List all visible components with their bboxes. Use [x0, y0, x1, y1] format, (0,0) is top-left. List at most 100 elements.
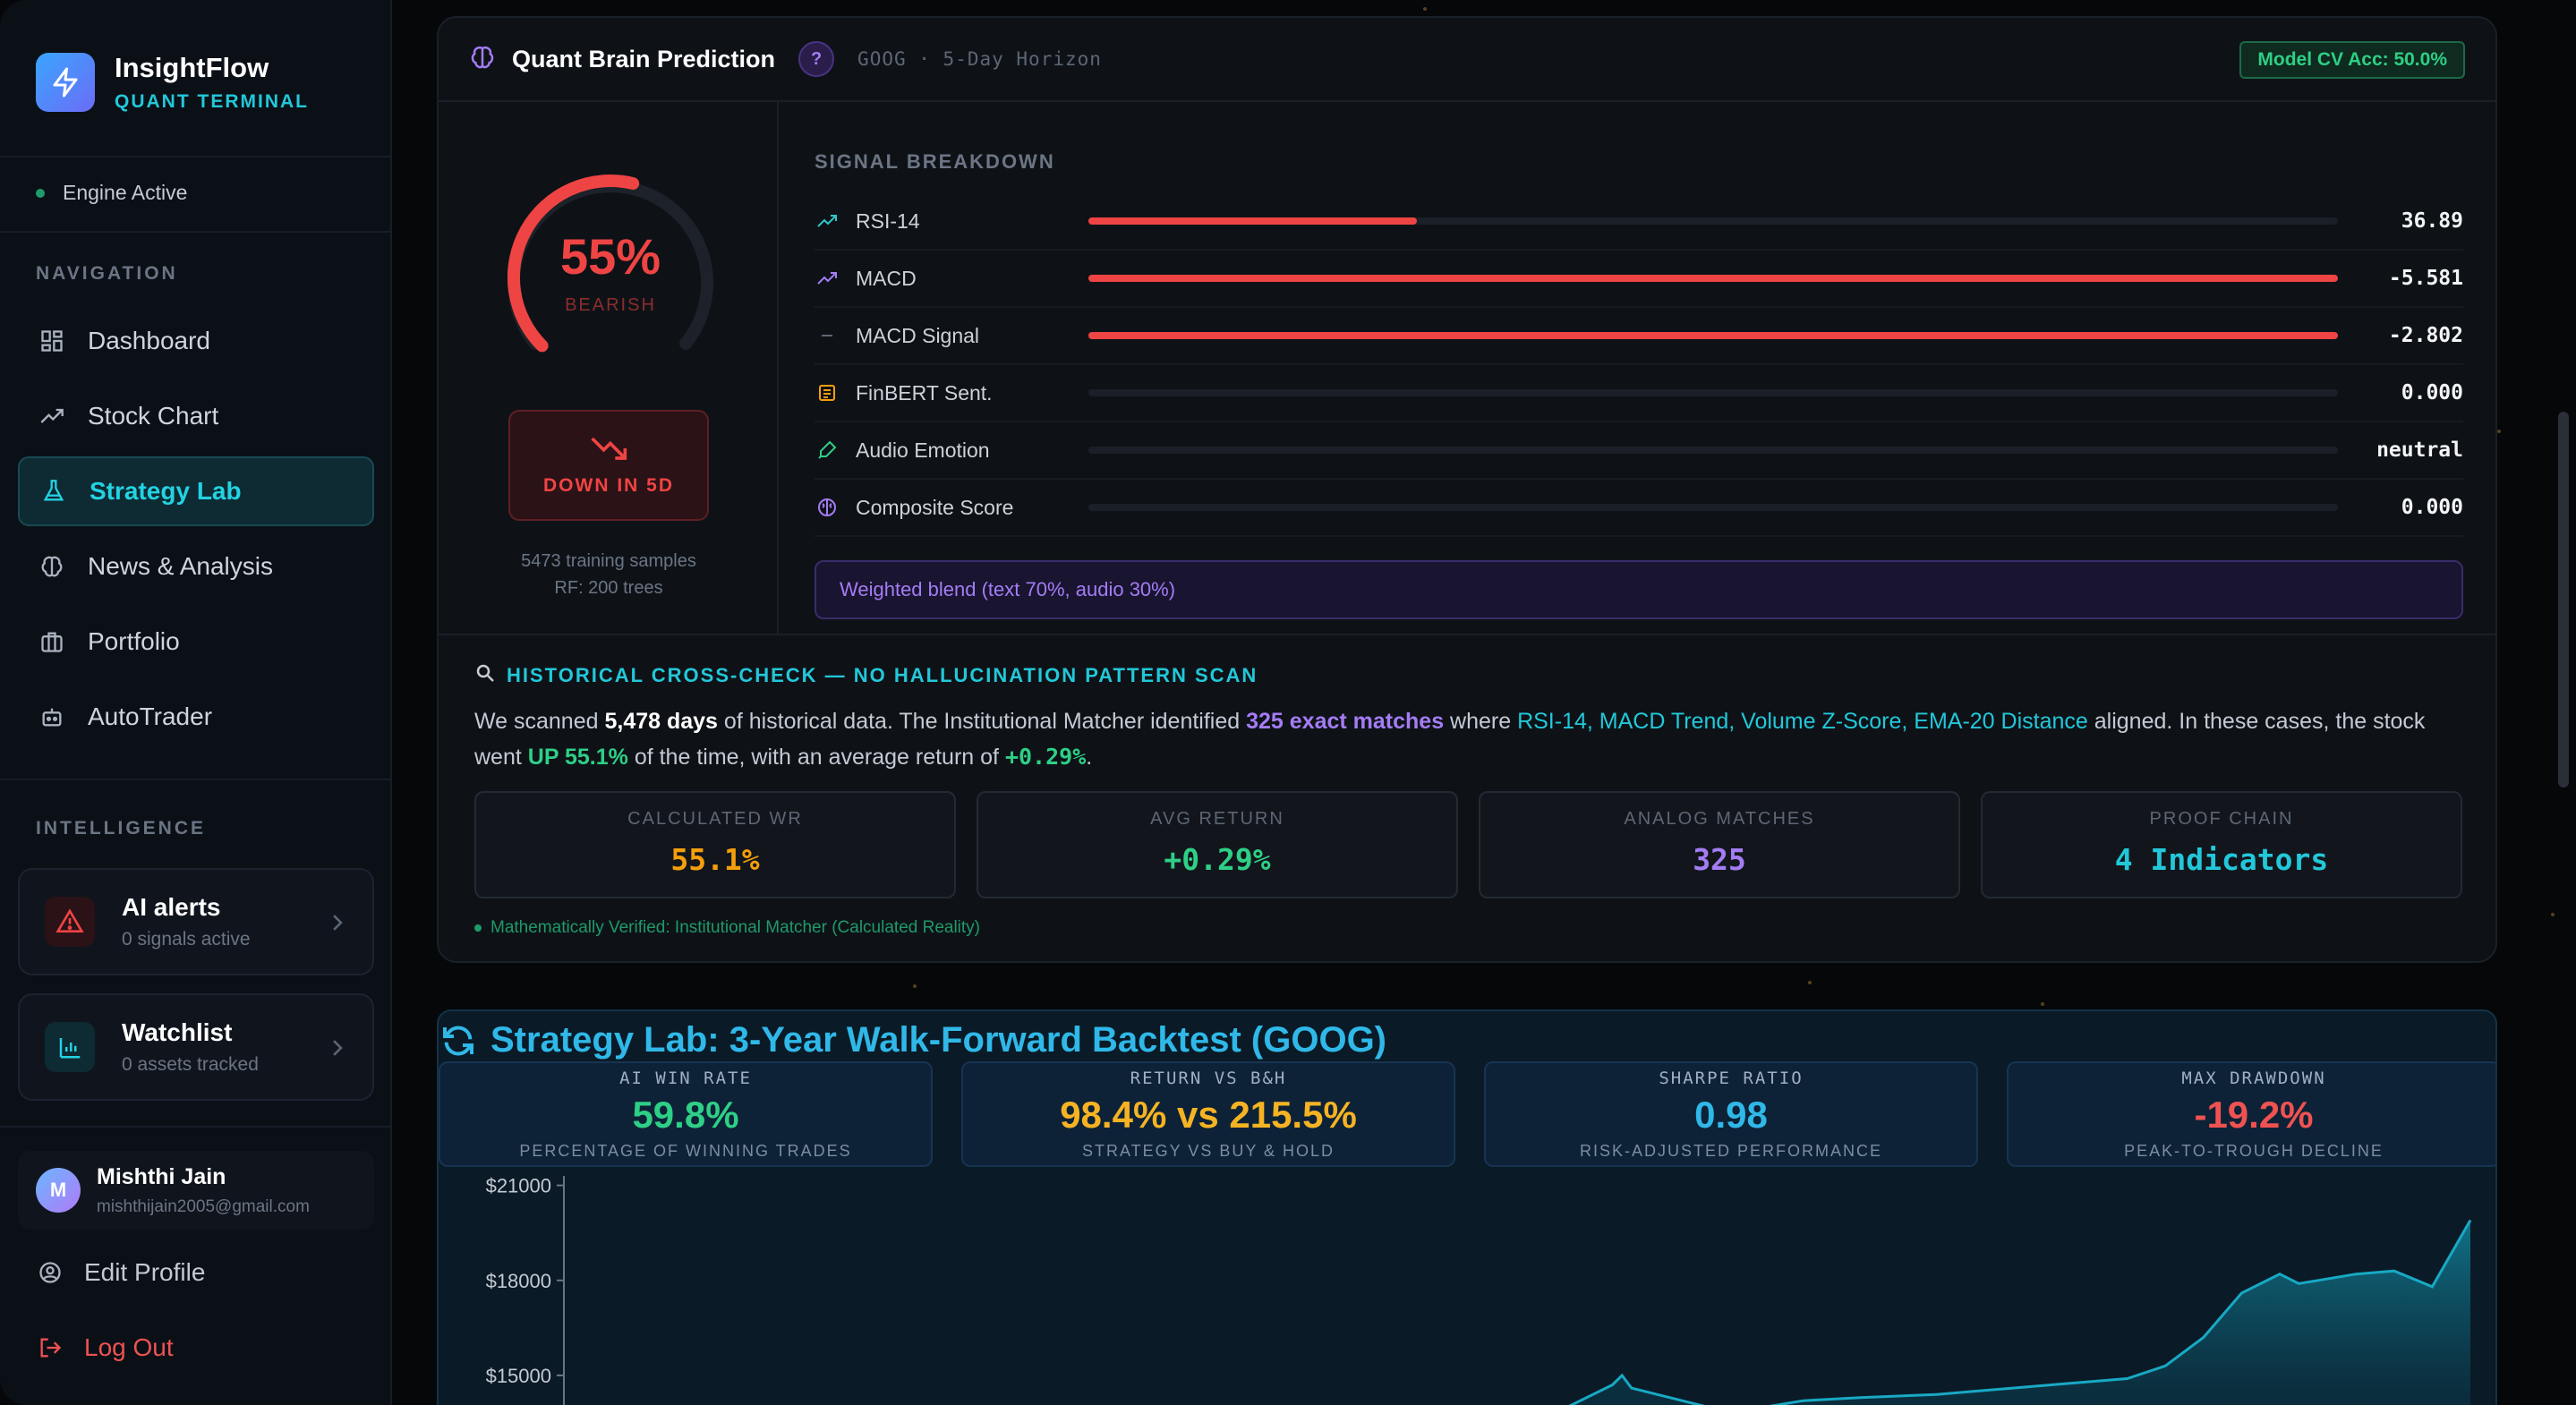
nav-item-news[interactable]: News & Analysis [18, 532, 374, 601]
status-dot-icon [474, 924, 482, 932]
stat-value: 55.1% [670, 842, 760, 877]
trend-icon [38, 402, 66, 430]
kpi-max-drawdown: MAX DRAWDOWN -19.2% PEAK-TO-TROUGH DECLI… [2007, 1061, 2495, 1167]
summary-text: of historical data. The Institutional Ma… [717, 709, 1247, 734]
mic-icon [815, 438, 840, 463]
kpi-return-vs-bh: RETURN VS B&H 98.4% vs 215.5% STRATEGY V… [961, 1061, 1455, 1167]
stat-calculated-wr: CALCULATED WR 55.1% [474, 791, 956, 898]
summary-text: We scanned [474, 709, 605, 734]
prediction-title: Quant Brain Prediction [512, 45, 776, 72]
background-star [1423, 7, 1427, 11]
logout-link[interactable]: Log Out [36, 1333, 174, 1362]
nav-section-label: NAVIGATION [36, 263, 178, 284]
brain-icon [469, 44, 496, 75]
engine-status: Engine Active [36, 181, 187, 205]
stat-value: 4 Indicators [2114, 842, 2329, 877]
signal-track [1088, 447, 2338, 454]
y-tick-label: $18000 [486, 1270, 551, 1292]
signal-fill [1088, 332, 2338, 339]
engine-status-label: Engine Active [63, 181, 188, 204]
stat-avg-return: AVG RETURN +0.29% [977, 791, 1458, 898]
brain-icon [38, 552, 66, 581]
signal-name: MACD [856, 266, 917, 290]
stat-value: 325 [1693, 842, 1746, 877]
flask-icon [39, 477, 68, 506]
trend-up-icon [815, 266, 840, 291]
user-card[interactable]: M Mishthi Jain mishthijain2005@gmail.com [18, 1151, 374, 1230]
signal-value: 0.000 [2401, 496, 2463, 519]
kpi-value: 59.8% [632, 1094, 739, 1136]
signal-track [1088, 504, 2338, 511]
nav-item-autotrader[interactable]: AutoTrader [18, 682, 374, 752]
brand[interactable]: InsightFlow QUANT TERMINAL [36, 52, 309, 113]
trend-up-icon [815, 209, 840, 234]
briefcase-icon [38, 627, 66, 656]
signal-name: FinBERT Sent. [856, 380, 993, 404]
accuracy-badge: Model CV Acc: 50.0% [2239, 41, 2465, 79]
scrollbar[interactable] [2558, 412, 2569, 788]
stat-value: +0.29% [1164, 842, 1271, 877]
rf-trees: RF: 200 trees [554, 578, 663, 598]
lightning-icon [36, 53, 95, 112]
nav-label: Portfolio [88, 627, 180, 655]
ai-alerts-title: AI alerts [122, 893, 221, 921]
signal-row-macd: MACD -5.581 [815, 251, 2463, 308]
help-icon[interactable]: ? [798, 41, 835, 77]
edit-profile-link[interactable]: Edit Profile [36, 1258, 205, 1287]
watchlist-card[interactable]: Watchlist 0 assets tracked [18, 993, 374, 1101]
nav-item-portfolio[interactable]: Portfolio [18, 607, 374, 677]
signal-breakdown-title: SIGNAL BREAKDOWN [815, 150, 1055, 173]
y-tick-label: $21000 [486, 1175, 551, 1197]
trend-down-icon [589, 435, 628, 466]
stat-label: PROOF CHAIN [2149, 809, 2294, 829]
signal-row-macd-signal: MACD Signal -2.802 [815, 308, 2463, 365]
avatar: M [36, 1168, 81, 1213]
nav-item-dashboard[interactable]: Dashboard [18, 306, 374, 376]
user-email: mishthijain2005@gmail.com [97, 1196, 310, 1216]
bar-chart-icon [45, 1022, 95, 1072]
edit-profile-label: Edit Profile [84, 1258, 206, 1286]
signal-value: -2.802 [2388, 324, 2463, 347]
refresh-icon[interactable] [439, 1021, 478, 1060]
chevron-right-icon [329, 911, 345, 939]
kpi-value: -19.2% [2194, 1094, 2314, 1136]
signal-track [1088, 389, 2338, 396]
ai-alerts-card[interactable]: AI alerts 0 signals active [18, 868, 374, 975]
brain-icon [815, 495, 840, 520]
divider [0, 231, 390, 233]
intel-section-label: INTELLIGENCE [36, 818, 207, 839]
nav-item-strategy-lab[interactable]: Strategy Lab [18, 456, 374, 526]
user-circle-icon [36, 1258, 64, 1287]
bot-icon [38, 702, 66, 731]
kpi-sharpe-ratio: SHARPE RATIO 0.98 RISK-ADJUSTED PERFORMA… [1484, 1061, 1978, 1167]
indicator-list: RSI-14, MACD Trend, Volume Z-Score, EMA-… [1517, 709, 2088, 734]
signal-row-composite: Composite Score 0.000 [815, 480, 2463, 537]
signal-track [1088, 332, 2338, 339]
signal-name: Audio Emotion [856, 438, 990, 462]
minus-icon [815, 323, 840, 348]
summary-text: aligned. In these cases, the stock went [474, 709, 2426, 770]
nav-item-stock-chart[interactable]: Stock Chart [18, 381, 374, 451]
background-star [2551, 913, 2555, 916]
logout-label: Log Out [84, 1333, 174, 1361]
verified-text: Mathematically Verified: Institutional M… [490, 918, 981, 937]
newspaper-icon [815, 380, 840, 405]
up-rate: UP 55.1% [527, 745, 628, 770]
signal-fill [1088, 275, 2338, 282]
kpi-description: PERCENTAGE OF WINNING TRADES [519, 1142, 852, 1160]
background-star [2041, 1002, 2044, 1006]
ai-alerts-count: 0 signals active [122, 929, 251, 949]
signal-row-audio: Audio Emotion neutral [815, 422, 2463, 480]
kpi-label: MAX DRAWDOWN [2181, 1069, 2326, 1088]
prediction-subtitle: GOOG · 5-Day Horizon [857, 48, 1102, 70]
strategy-lab-title: Strategy Lab: 3-Year Walk-Forward Backte… [490, 1020, 1386, 1060]
chevron-right-icon [329, 1036, 345, 1064]
direction-label: DOWN IN 5D [543, 474, 674, 496]
kpi-description: PEAK-TO-TROUGH DECLINE [2124, 1142, 2384, 1160]
gauge-label: BEARISH [565, 295, 656, 315]
prediction-header: Quant Brain Prediction ? GOOG · 5-Day Ho… [439, 18, 2495, 102]
signal-fill [1088, 217, 1417, 225]
kpi-description: STRATEGY VS BUY & HOLD [1081, 1142, 1335, 1160]
direction-box: DOWN IN 5D [508, 410, 709, 521]
blend-note: Weighted blend (text 70%, audio 30%) [815, 560, 2463, 619]
